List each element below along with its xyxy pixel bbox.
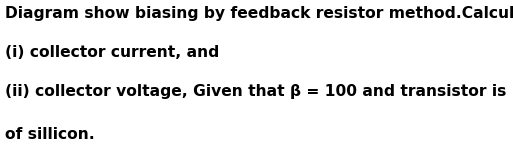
Text: of sillicon.: of sillicon. [5, 127, 95, 142]
Text: (ii) collector voltage, Given that β = 100 and transistor is made: (ii) collector voltage, Given that β = 1… [5, 84, 513, 98]
Text: Diagram show biasing by feedback resistor method.Calculate: Diagram show biasing by feedback resisto… [5, 6, 513, 21]
Text: (i) collector current, and: (i) collector current, and [5, 45, 220, 60]
